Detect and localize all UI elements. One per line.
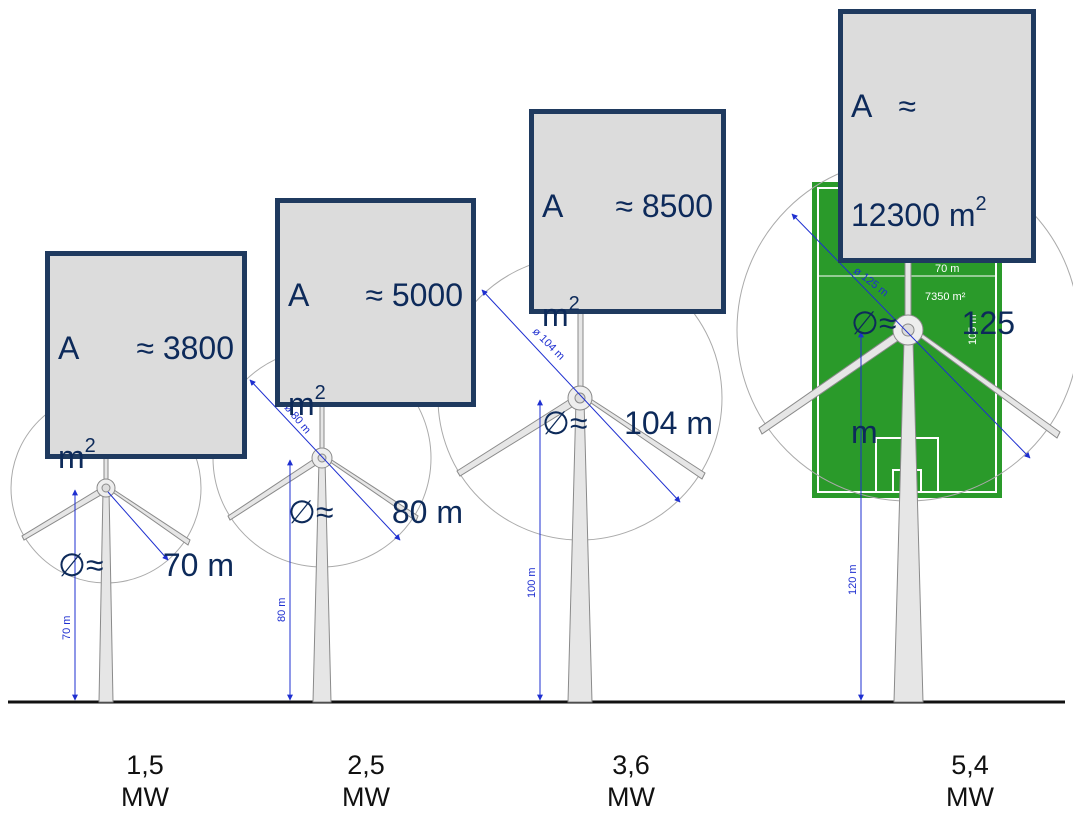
area-value-4: 12300 m (851, 196, 976, 233)
rating-unit-1: MW (121, 781, 169, 812)
turbine-4: 120 m ø 125 m (758, 199, 1061, 703)
callout-turbine-2: A ≈ 5000 m2 ∅≈ 80 m (275, 198, 476, 530)
diameter-symbol-3: ∅≈ (542, 405, 588, 442)
area-unit-1: m (58, 438, 85, 475)
rating-value-3: 3,6 (612, 750, 650, 780)
area-exp-4: 2 (975, 192, 987, 215)
hub-height-label-1: 70 m (61, 616, 73, 640)
hub-height-label-2: 80 m (276, 598, 288, 622)
rating-label-4: 5,4 MW (915, 750, 1025, 814)
diameter-unit-4: m (851, 413, 878, 450)
rating-label-2: 2,5 MW (311, 750, 421, 814)
diameter-value-4: 125 (961, 305, 1015, 342)
diameter-value-1: 70 m (162, 547, 234, 584)
hub-height-label-4: 120 m (847, 564, 859, 595)
area-label-2: A (288, 277, 310, 314)
area-value-3: ≈ 8500 (615, 188, 713, 225)
area-unit-3: m (542, 296, 569, 333)
callout-turbine-3: A ≈ 8500 m2 ∅≈ 104 m (529, 109, 726, 441)
diameter-value-2: 80 m (391, 494, 463, 531)
rating-value-1: 1,5 (126, 750, 164, 780)
rating-value-4: 5,4 (951, 750, 989, 780)
area-approx-4: ≈ (898, 88, 916, 125)
diameter-value-3: 104 m (624, 405, 713, 442)
callout-turbine-4: A ≈ 12300 m2 ∅≈ 125 m (838, 9, 1036, 450)
area-exp-3: 2 (568, 292, 580, 315)
hub-height-label-3: 100 m (526, 567, 538, 598)
area-exp-2: 2 (314, 381, 326, 404)
diameter-symbol-4: ∅≈ (851, 305, 897, 342)
rating-label-3: 3,6 MW (576, 750, 686, 814)
diameter-symbol-2: ∅≈ (288, 494, 334, 531)
rating-unit-4: MW (946, 781, 994, 812)
area-value-2: ≈ 5000 (365, 277, 463, 314)
area-unit-2: m (288, 385, 315, 422)
rating-unit-3: MW (607, 781, 655, 812)
area-exp-1: 2 (84, 434, 96, 457)
turbine-3: 100 m ø 104 m (456, 289, 706, 703)
area-label-4: A (851, 88, 873, 125)
rating-label-1: 1,5 MW (90, 750, 200, 814)
rating-value-2: 2,5 (347, 750, 385, 780)
area-label-3: A (542, 188, 564, 225)
area-label-1: A (58, 330, 80, 367)
area-value-1: ≈ 3800 (136, 330, 234, 367)
rating-unit-2: MW (342, 781, 390, 812)
diameter-symbol-1: ∅≈ (58, 547, 104, 584)
callout-turbine-1: A ≈ 3800 m2 ∅≈ 70 m (45, 251, 247, 583)
